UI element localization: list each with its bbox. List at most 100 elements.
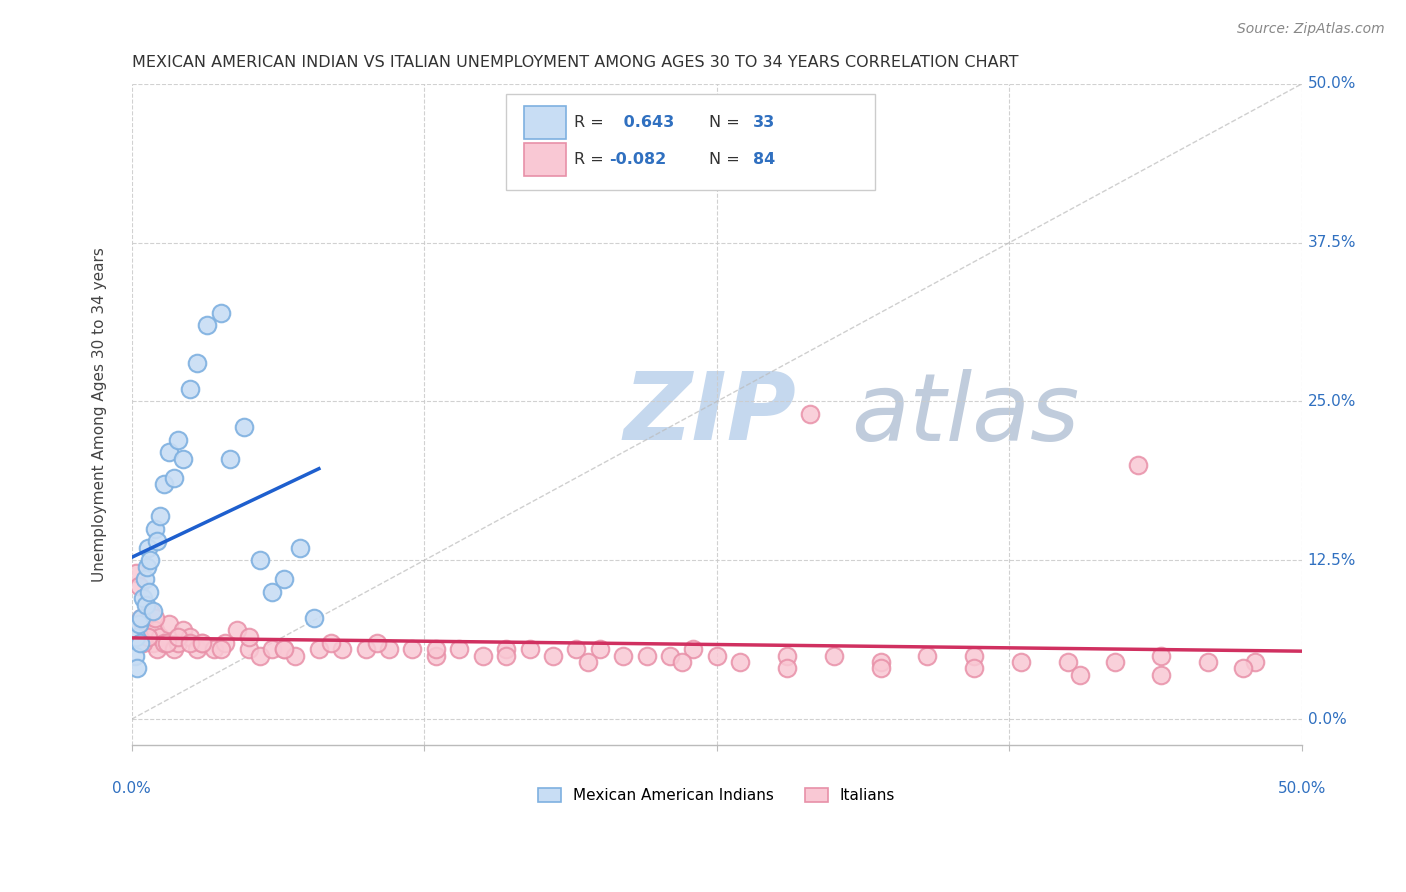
- Point: [1150, 648, 1173, 663]
- Point: [238, 642, 260, 657]
- Point: [963, 661, 986, 675]
- Point: [262, 642, 284, 657]
- Point: [636, 648, 658, 663]
- Point: [1150, 667, 1173, 681]
- Point: [167, 636, 190, 650]
- Point: [495, 648, 517, 663]
- Point: [139, 604, 162, 618]
- Point: [172, 624, 194, 638]
- Point: [425, 642, 447, 657]
- Point: [471, 648, 494, 663]
- Point: [1104, 655, 1126, 669]
- Point: [1010, 655, 1032, 669]
- Point: [425, 648, 447, 663]
- Point: [1069, 667, 1091, 681]
- Point: [330, 642, 353, 657]
- Point: [179, 382, 201, 396]
- Point: [153, 477, 176, 491]
- FancyBboxPatch shape: [523, 144, 565, 177]
- Point: [202, 642, 225, 657]
- Text: 12.5%: 12.5%: [1308, 553, 1357, 568]
- Point: [146, 642, 169, 657]
- Point: [209, 642, 232, 657]
- Text: 84: 84: [754, 153, 775, 168]
- Point: [799, 407, 821, 421]
- Point: [191, 636, 214, 650]
- Point: [136, 630, 159, 644]
- Point: [1244, 655, 1267, 669]
- Text: 0.0%: 0.0%: [112, 780, 150, 796]
- Point: [124, 648, 146, 663]
- Point: [135, 624, 157, 638]
- Y-axis label: Unemployment Among Ages 30 to 34 years: Unemployment Among Ages 30 to 34 years: [93, 247, 107, 582]
- Point: [823, 648, 845, 663]
- Text: R =: R =: [574, 153, 609, 168]
- Point: [132, 636, 155, 650]
- Point: [135, 559, 157, 574]
- Point: [728, 655, 751, 669]
- Point: [249, 553, 271, 567]
- Point: [378, 642, 401, 657]
- Legend: Mexican American Indians, Italians: Mexican American Indians, Italians: [538, 788, 896, 803]
- Point: [128, 579, 150, 593]
- Point: [179, 636, 201, 650]
- Point: [191, 636, 214, 650]
- Point: [157, 445, 180, 459]
- Point: [143, 610, 166, 624]
- FancyBboxPatch shape: [523, 105, 565, 138]
- Point: [917, 648, 939, 663]
- Point: [273, 642, 295, 657]
- Point: [519, 642, 541, 657]
- Point: [209, 305, 232, 319]
- Text: MEXICAN AMERICAN INDIAN VS ITALIAN UNEMPLOYMENT AMONG AGES 30 TO 34 YEARS CORREL: MEXICAN AMERICAN INDIAN VS ITALIAN UNEMP…: [132, 55, 1018, 70]
- Point: [167, 630, 190, 644]
- Point: [302, 610, 325, 624]
- Point: [146, 534, 169, 549]
- Point: [308, 642, 330, 657]
- Point: [273, 573, 295, 587]
- Point: [163, 471, 186, 485]
- Point: [284, 648, 307, 663]
- Point: [157, 616, 180, 631]
- Point: [127, 661, 149, 675]
- Point: [179, 630, 201, 644]
- Point: [366, 636, 388, 650]
- Point: [262, 585, 284, 599]
- Point: [671, 655, 693, 669]
- Point: [1056, 655, 1078, 669]
- Point: [1126, 458, 1149, 472]
- Point: [288, 541, 311, 555]
- Point: [172, 451, 194, 466]
- Text: Source: ZipAtlas.com: Source: ZipAtlas.com: [1237, 22, 1385, 37]
- Point: [156, 636, 179, 650]
- Text: -0.082: -0.082: [609, 153, 666, 168]
- Point: [1197, 655, 1219, 669]
- Point: [869, 655, 891, 669]
- Point: [129, 610, 152, 624]
- Text: 33: 33: [754, 115, 775, 129]
- Text: 37.5%: 37.5%: [1308, 235, 1357, 250]
- Point: [163, 642, 186, 657]
- Text: 0.643: 0.643: [619, 115, 675, 129]
- Point: [401, 642, 423, 657]
- Point: [612, 648, 634, 663]
- Point: [449, 642, 471, 657]
- Point: [706, 648, 728, 663]
- Point: [682, 642, 704, 657]
- Point: [136, 541, 159, 555]
- Point: [495, 642, 517, 657]
- Point: [1232, 661, 1254, 675]
- Point: [149, 508, 172, 523]
- Point: [128, 636, 150, 650]
- Point: [576, 655, 599, 669]
- Point: [143, 522, 166, 536]
- Text: ZIP: ZIP: [623, 368, 796, 460]
- Point: [125, 630, 148, 644]
- Point: [167, 433, 190, 447]
- Point: [219, 451, 242, 466]
- Text: R =: R =: [574, 115, 609, 129]
- Point: [214, 636, 236, 650]
- FancyBboxPatch shape: [506, 94, 875, 189]
- Point: [249, 648, 271, 663]
- Text: 50.0%: 50.0%: [1278, 780, 1326, 796]
